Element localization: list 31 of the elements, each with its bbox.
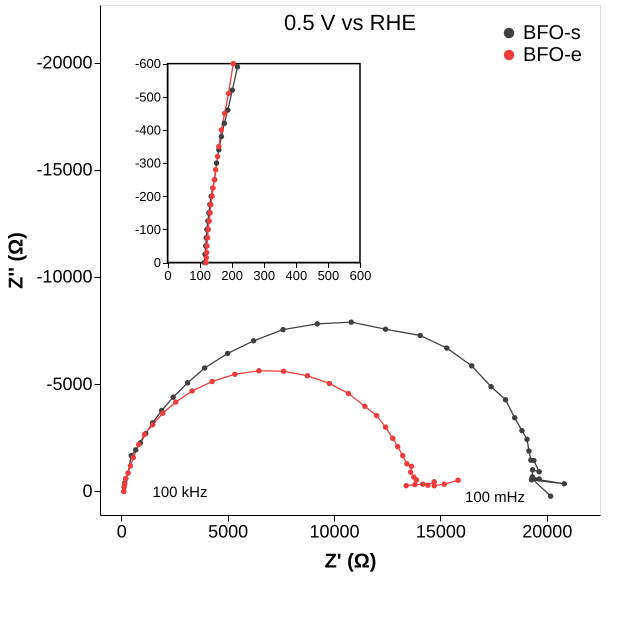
x-tick-label: 200 (221, 268, 244, 284)
chart-title: 0.5 V vs RHE (284, 10, 416, 35)
x-tick-label: 5000 (208, 522, 248, 542)
y-tick-label: 0 (82, 480, 92, 501)
x-axis-title: Z' (Ω) (324, 550, 376, 572)
y-tick-label: -400 (134, 122, 161, 138)
y-tick-label: -10000 (36, 266, 92, 287)
annotation: 100 kHz (152, 484, 208, 502)
y-axis-title: Z'' (Ω) (5, 232, 28, 289)
legend-label: BFO-e (523, 44, 582, 66)
x-tick-label: 15000 (416, 522, 466, 542)
y-tick-label: -300 (134, 156, 161, 171)
annotation: 100 mHz (464, 489, 526, 506)
x-tick-label: 10000 (310, 522, 360, 542)
y-tick-label: 0 (154, 255, 161, 270)
x-tick-label: 400 (285, 268, 308, 284)
y-tick-label: -15000 (36, 160, 92, 180)
x-tick-label: 0 (116, 522, 127, 542)
y-tick-label: -100 (134, 222, 161, 237)
y-tick-label: -5000 (46, 374, 92, 394)
y-tick-label: -500 (134, 89, 161, 104)
y-tick-label: -200 (134, 188, 161, 204)
x-tick-label: 500 (318, 268, 340, 284)
x-tick-label: 20000 (522, 522, 572, 542)
y-tick-label: -20000 (36, 52, 92, 72)
x-tick-label: 100 (189, 268, 211, 284)
legend-label: BFO-s (523, 22, 581, 44)
x-tick-label: 0 (164, 268, 172, 284)
x-tick-label: 600 (350, 268, 372, 284)
x-tick-label: 300 (253, 268, 276, 284)
y-tick-label: -600 (134, 56, 161, 72)
